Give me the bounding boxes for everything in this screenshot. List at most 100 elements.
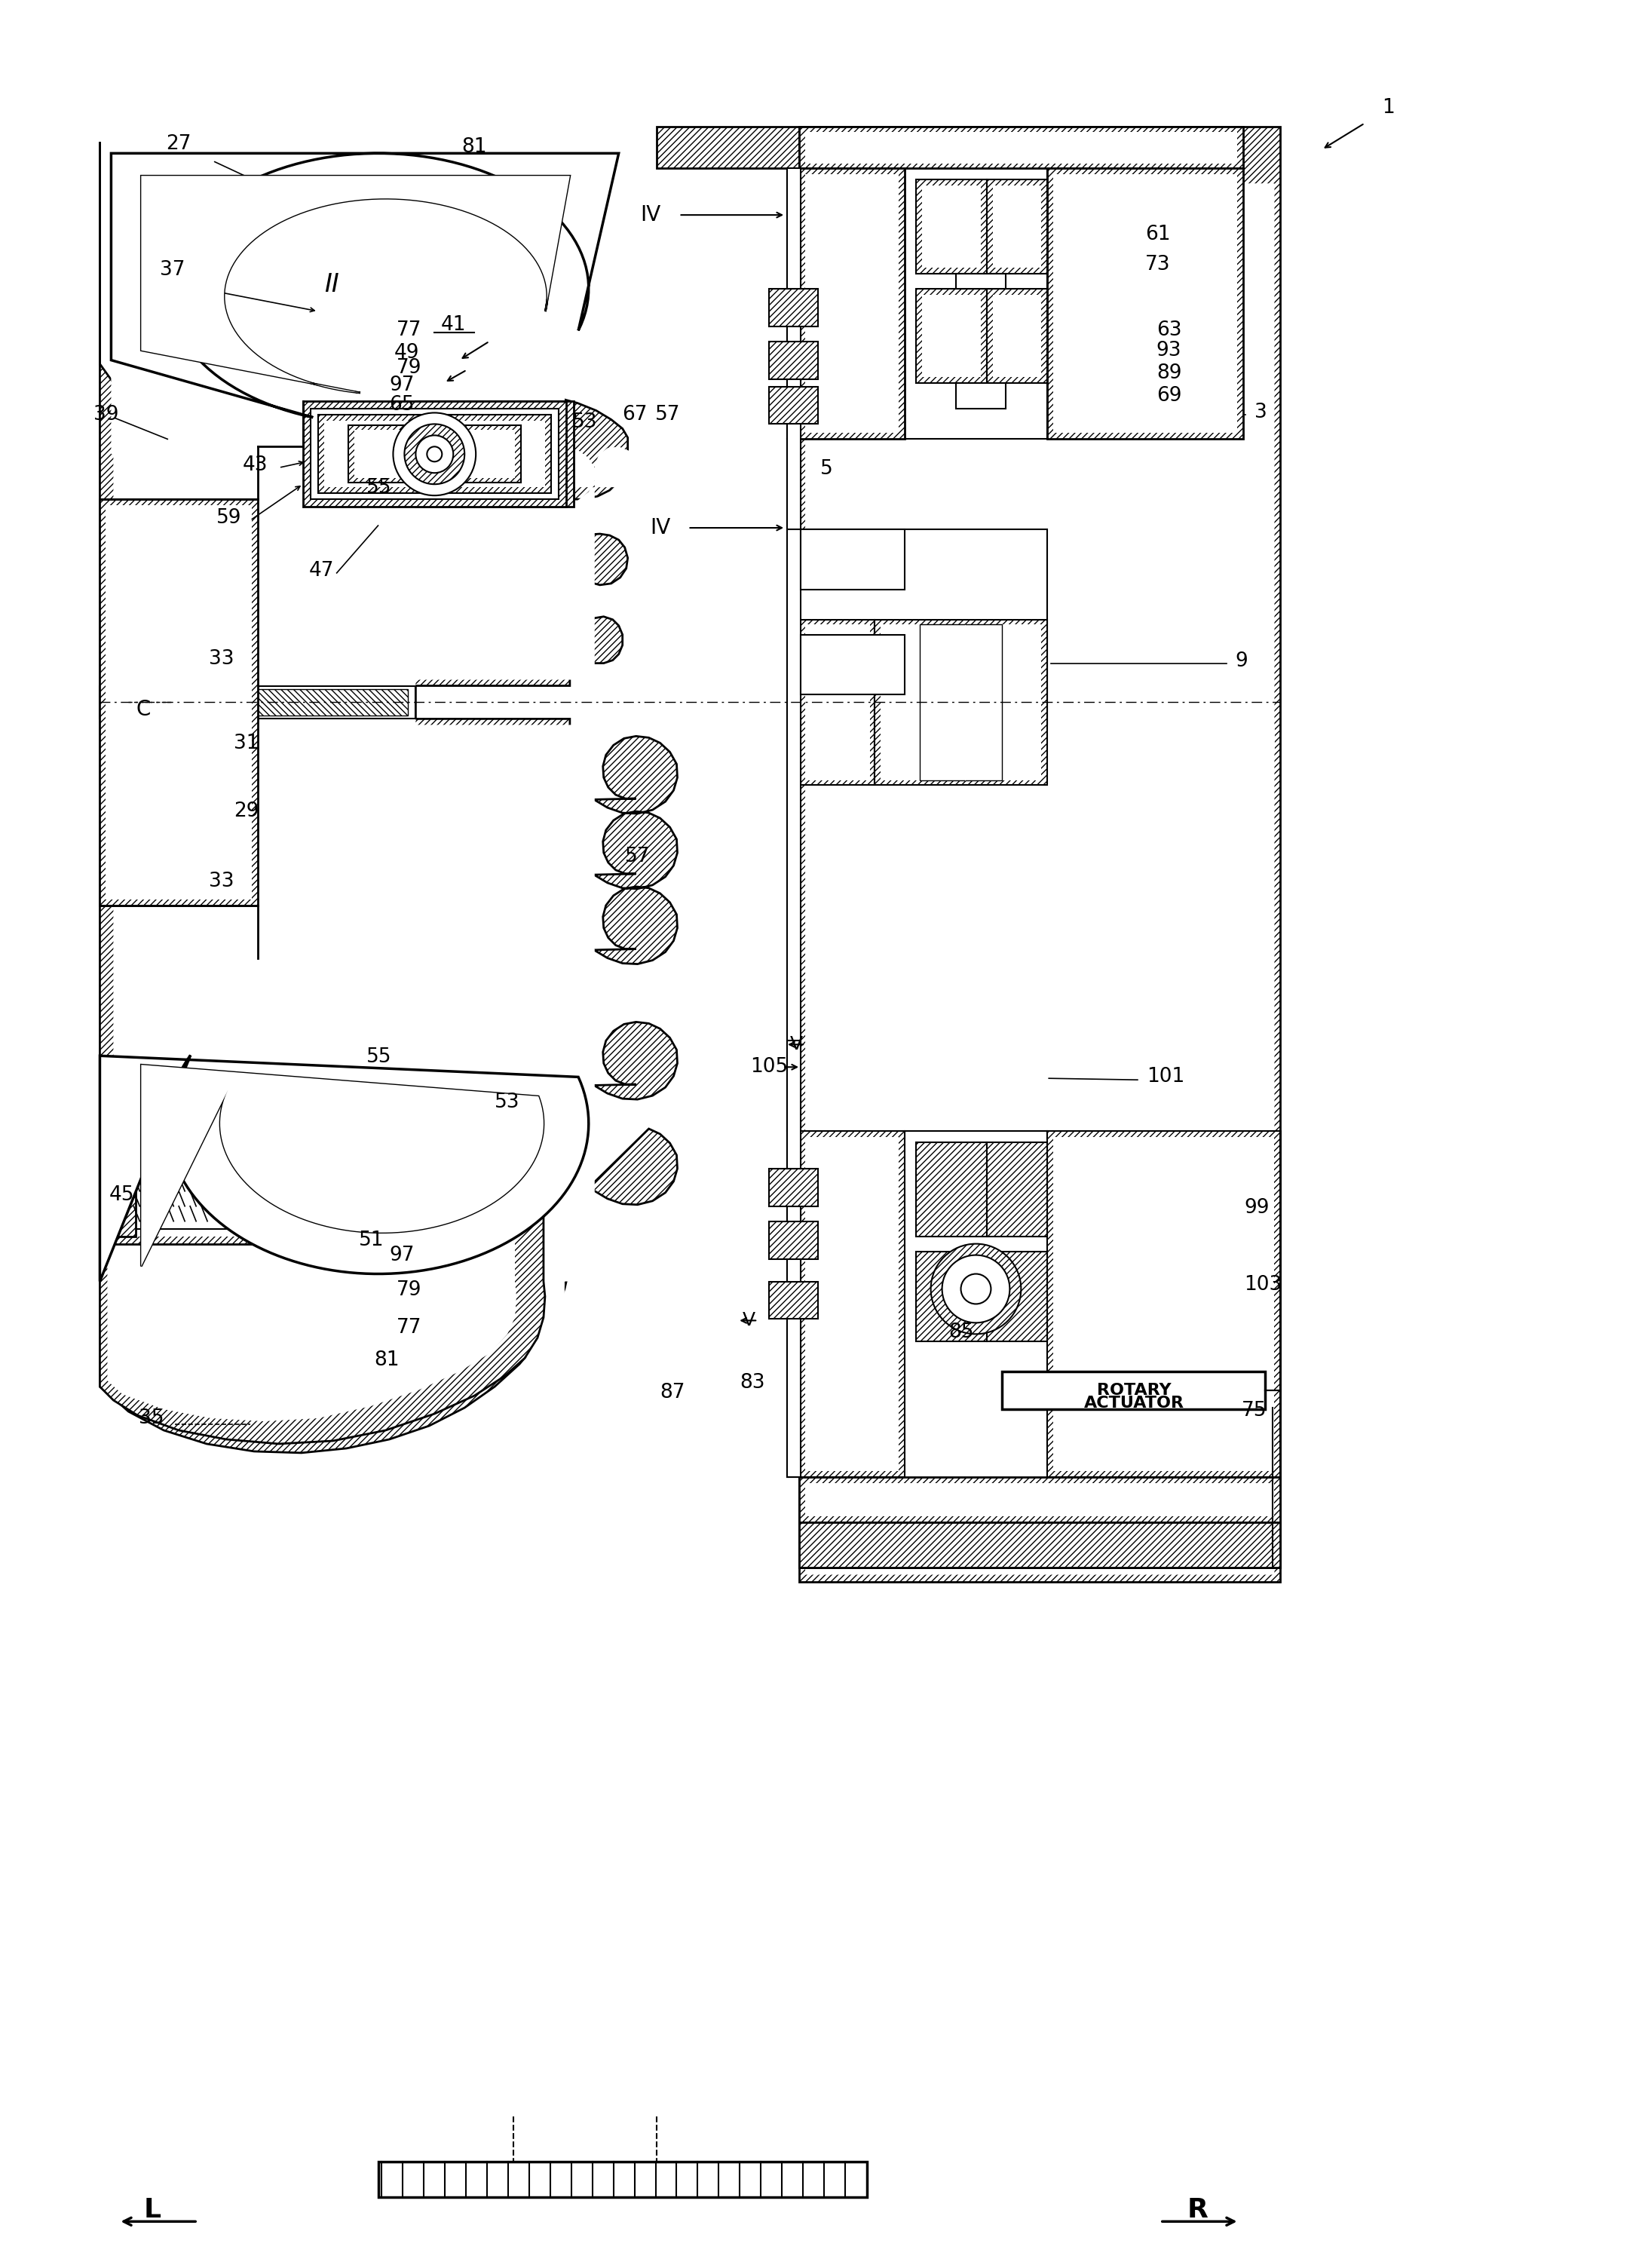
Bar [768, 288, 818, 327]
Text: 79: 79 [396, 358, 422, 376]
Bar [987, 1252, 1048, 1343]
Bar [805, 624, 870, 780]
Bar [768, 386, 818, 424]
Bar [800, 1132, 905, 1476]
Text: 3: 3 [1254, 404, 1266, 422]
Bar [805, 175, 898, 433]
Bar [800, 1522, 1281, 1567]
Text: 31: 31 [233, 735, 259, 753]
Bar [805, 1139, 1274, 1560]
Bar [790, 172, 798, 435]
Text: 55: 55 [366, 1048, 392, 1066]
Text: 81: 81 [374, 1349, 399, 1370]
Bar [993, 295, 1041, 376]
Bar [319, 415, 552, 492]
Polygon shape [113, 154, 640, 1404]
Bar [921, 186, 982, 268]
Bar [920, 624, 1002, 780]
Text: 105: 105 [750, 1057, 788, 1077]
Bar [921, 295, 982, 376]
Bar [916, 1143, 987, 1236]
Circle shape [392, 413, 476, 494]
Text: 103: 103 [1245, 1275, 1282, 1295]
Bar [378, 2161, 867, 2198]
Bar [108, 680, 143, 723]
Bar [100, 1150, 136, 1236]
Text: 73: 73 [1144, 254, 1171, 274]
Bar [430, 417, 558, 492]
Text: 101: 101 [1146, 1066, 1184, 1086]
Text: 57: 57 [626, 846, 650, 866]
Text: 49: 49 [394, 342, 419, 363]
Polygon shape [141, 1064, 544, 1266]
Text: 35: 35 [140, 1408, 164, 1429]
Text: II: II [323, 272, 338, 297]
Bar [916, 288, 987, 383]
Bar [805, 1483, 1274, 1515]
Bar [348, 426, 521, 483]
Bar [105, 506, 251, 900]
Polygon shape [112, 154, 619, 417]
Bar [805, 1136, 898, 1472]
Polygon shape [805, 134, 1274, 1574]
Text: 43: 43 [243, 456, 268, 476]
Text: IV: IV [640, 204, 660, 225]
Bar [787, 168, 801, 528]
Text: 67: 67 [622, 406, 647, 424]
Bar [987, 179, 1048, 274]
Text: 65: 65 [389, 395, 414, 415]
Circle shape [415, 435, 453, 474]
Text: 51: 51 [360, 1229, 384, 1250]
Text: IV: IV [650, 517, 670, 538]
Bar [987, 288, 1048, 383]
Bar [905, 1132, 1048, 1476]
Text: ROTARY: ROTARY [1097, 1383, 1171, 1397]
Text: 89: 89 [1156, 363, 1182, 383]
Text: 45: 45 [108, 1186, 135, 1204]
Circle shape [931, 1243, 1021, 1334]
Circle shape [961, 1275, 992, 1304]
Bar [310, 408, 558, 499]
Bar [415, 401, 573, 506]
Bar [100, 685, 415, 719]
Text: 57: 57 [655, 406, 680, 424]
Text: 83: 83 [741, 1372, 765, 1393]
Bar [916, 179, 987, 274]
Text: 47: 47 [309, 560, 335, 581]
Bar [438, 422, 552, 485]
Bar [787, 168, 801, 440]
Circle shape [427, 447, 442, 463]
Bar [1054, 1136, 1274, 1472]
Polygon shape [100, 143, 678, 1454]
Text: 41: 41 [440, 315, 466, 336]
Bar [1048, 1132, 1281, 1476]
Bar [905, 168, 1048, 440]
Polygon shape [800, 127, 1281, 1583]
Bar [956, 274, 1007, 288]
Text: 97: 97 [389, 374, 414, 395]
Text: 53: 53 [494, 1093, 519, 1111]
Bar [800, 1476, 1281, 1522]
Bar [768, 1281, 818, 1320]
Bar [107, 1154, 310, 1236]
Bar [801, 528, 905, 590]
Text: V: V [790, 1036, 803, 1055]
Bar [100, 1145, 319, 1243]
Text: 79: 79 [396, 1281, 422, 1300]
Bar [805, 132, 1236, 163]
Bar [801, 635, 905, 694]
Bar [880, 624, 1041, 780]
Polygon shape [112, 150, 565, 454]
Bar [787, 1041, 801, 1476]
Text: 37: 37 [159, 261, 186, 279]
Text: 63: 63 [1156, 320, 1182, 340]
Bar [800, 168, 905, 440]
Text: 93: 93 [1156, 340, 1182, 361]
Polygon shape [141, 177, 570, 392]
Text: 5: 5 [821, 460, 832, 479]
Bar [355, 431, 516, 479]
Polygon shape [100, 1207, 545, 1445]
Bar [657, 127, 800, 168]
Bar [787, 1132, 801, 1476]
Text: 85: 85 [949, 1322, 974, 1343]
